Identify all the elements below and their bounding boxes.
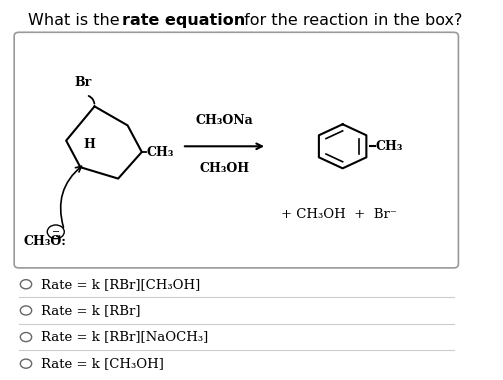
Text: Br: Br — [74, 76, 92, 89]
Text: −: − — [52, 227, 60, 237]
Text: CH₃Ö:: CH₃Ö: — [24, 235, 66, 248]
Text: Rate = k [RBr]: Rate = k [RBr] — [41, 304, 141, 317]
Text: H: H — [84, 138, 96, 151]
Text: for the reaction in the box?: for the reaction in the box? — [238, 13, 462, 28]
Text: CH₃OH: CH₃OH — [199, 162, 249, 174]
Text: + CH₃OH  +  Br⁻: + CH₃OH + Br⁻ — [281, 208, 397, 221]
Text: CH₃: CH₃ — [376, 140, 403, 153]
Text: rate equation: rate equation — [122, 13, 245, 28]
Text: What is the: What is the — [28, 13, 125, 28]
FancyBboxPatch shape — [14, 32, 458, 268]
Text: Rate = k [CH₃OH]: Rate = k [CH₃OH] — [41, 357, 164, 370]
Text: CH₃ONa: CH₃ONa — [196, 114, 254, 127]
Text: CH₃: CH₃ — [146, 146, 174, 158]
Text: Rate = k [RBr][NaOCH₃]: Rate = k [RBr][NaOCH₃] — [41, 331, 208, 344]
Text: Rate = k [RBr][CH₃OH]: Rate = k [RBr][CH₃OH] — [41, 278, 200, 291]
